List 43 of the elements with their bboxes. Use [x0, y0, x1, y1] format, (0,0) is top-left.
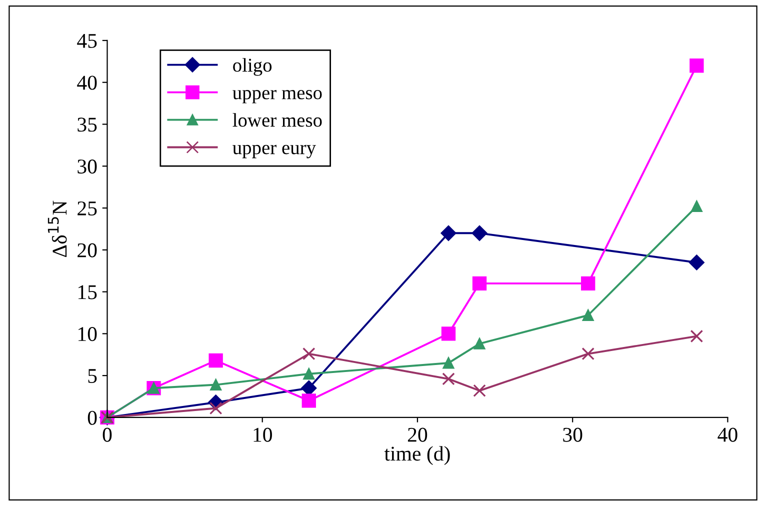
legend-label: upper eury [232, 144, 316, 158]
point [582, 347, 594, 360]
point [302, 347, 316, 360]
point [442, 357, 454, 369]
x-tick-label: 10 [254, 428, 272, 442]
y-axis-title: Δδ$^{15}$N [48, 200, 67, 258]
y-tick-label: 35 [78, 118, 97, 132]
point [442, 372, 455, 386]
point [690, 58, 704, 73]
point [441, 326, 456, 341]
point [301, 380, 317, 396]
y-tick-label: 0 [88, 410, 97, 425]
point [210, 379, 222, 390]
x-tick-label: 30 [563, 428, 582, 442]
y-tick-label: 45 [77, 34, 97, 48]
point [474, 338, 486, 350]
point [473, 384, 486, 398]
y-tick-label: 40 [77, 76, 97, 90]
point [209, 402, 222, 415]
x-axis-title: time (d) [384, 446, 450, 465]
point [690, 200, 702, 212]
x-tick-label: 0 [102, 428, 112, 442]
x-tick-label: 20 [408, 428, 428, 442]
x-tick-label: 40 [718, 428, 738, 442]
y-tick-label: 5 [88, 369, 97, 383]
point [688, 254, 704, 270]
y-tick-label: 30 [78, 160, 97, 174]
y-tick-label: 20 [78, 243, 97, 258]
legend-label: upper meso [232, 90, 322, 104]
y-tick-label: 10 [78, 327, 97, 342]
point [208, 353, 223, 368]
y-tick-label: 15 [78, 285, 97, 300]
point [303, 368, 315, 380]
legend-label: oligo [233, 58, 272, 76]
point [472, 225, 488, 241]
legend-label: lower meso [232, 113, 322, 127]
point [582, 310, 594, 321]
point [581, 276, 596, 290]
point [440, 225, 456, 241]
point [472, 276, 487, 290]
y-tick-label: 25 [78, 201, 97, 216]
point [690, 330, 704, 343]
point [302, 394, 316, 408]
